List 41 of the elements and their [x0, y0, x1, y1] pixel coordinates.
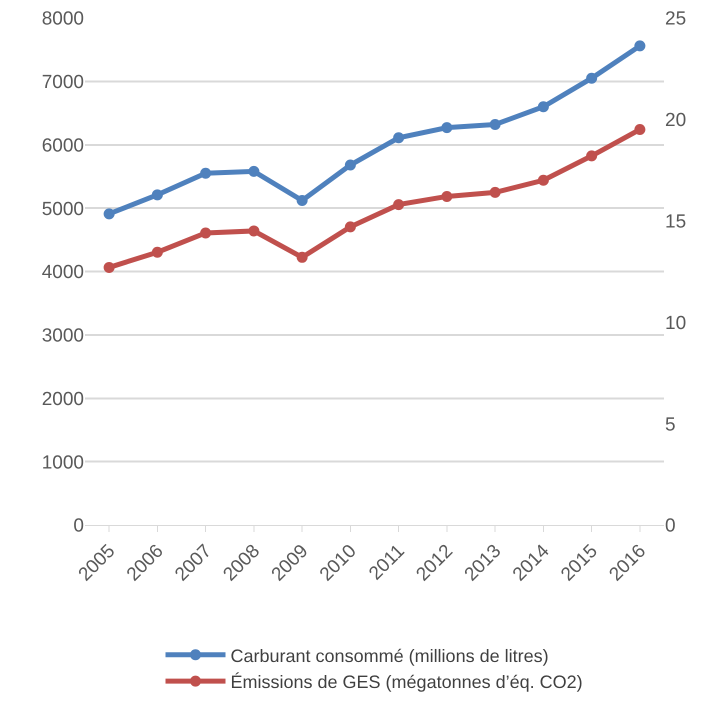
point	[441, 190, 452, 202]
point	[393, 199, 404, 210]
legend-label: Carburant consommé (millions de litres)	[230, 646, 549, 666]
y2-tick-label: 20	[665, 110, 686, 132]
y-tick-label: 3000	[42, 326, 84, 347]
point	[296, 195, 308, 206]
point	[152, 246, 163, 258]
point	[152, 189, 163, 200]
point	[634, 40, 646, 52]
point	[393, 132, 404, 144]
point	[490, 118, 501, 130]
point	[441, 122, 452, 134]
y2-tick-label: 25	[665, 8, 686, 30]
y-tick-label: 5000	[42, 198, 84, 220]
y2-tick-label: 5	[665, 414, 676, 436]
point	[586, 72, 598, 84]
legend-label: Émissions de GES (mégatonnes d’éq. CO2)	[230, 672, 583, 692]
point	[248, 166, 260, 177]
y2-tick-label: 10	[665, 312, 686, 334]
point	[538, 101, 549, 112]
point	[344, 160, 356, 171]
point	[200, 227, 212, 238]
y2-tick-label: 15	[665, 211, 686, 232]
point	[344, 221, 356, 232]
point	[490, 186, 501, 198]
y-tick-label: 8000	[42, 8, 84, 30]
point	[104, 208, 115, 220]
y-tick-label: 7000	[42, 72, 84, 94]
y-tick-label: 2000	[42, 388, 84, 410]
y-tick-label: 4000	[42, 262, 84, 284]
point	[634, 124, 646, 136]
y2-tick-label: 0	[665, 516, 676, 537]
point	[296, 252, 308, 263]
point	[200, 168, 212, 179]
point	[538, 174, 549, 186]
y-tick-label: 0	[73, 516, 84, 537]
y-tick-label: 1000	[42, 452, 84, 474]
point	[586, 150, 598, 162]
point	[104, 262, 115, 273]
point	[248, 225, 260, 236]
y-tick-label: 6000	[42, 135, 84, 156]
